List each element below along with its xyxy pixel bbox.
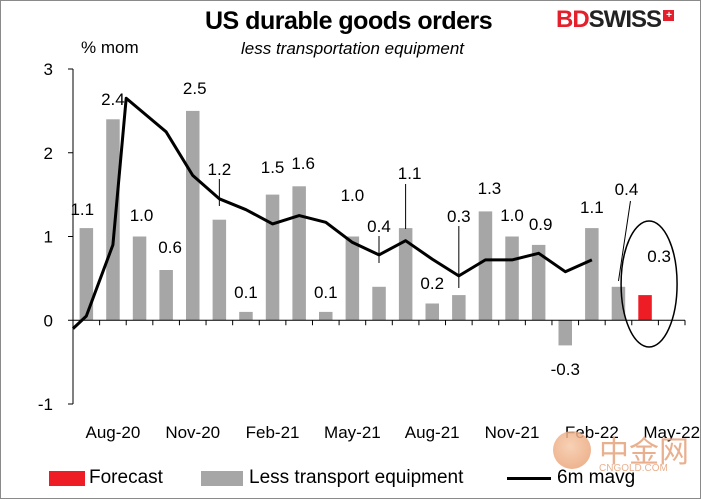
bar-mar-21	[292, 186, 306, 321]
data-label-feb-21: 1.5	[261, 158, 285, 177]
bar-jul-21	[398, 228, 413, 321]
bar-dec-21	[531, 244, 546, 321]
bar-jun-21	[372, 286, 386, 321]
watermark-logo-icon	[553, 431, 591, 469]
leader-line	[617, 200, 631, 282]
bar-nov-20	[186, 110, 200, 321]
bar-dec-20	[212, 219, 227, 321]
data-label-oct-20: 0.6	[158, 238, 182, 257]
data-label-jun-21: 0.4	[367, 217, 391, 236]
x-tick-label: May-22	[643, 423, 700, 442]
bdswiss-logo: BDSWISS +	[556, 6, 675, 34]
data-label-sep-20: 1.0	[130, 206, 154, 225]
data-label-dec-21: 0.9	[529, 215, 553, 234]
chart-title: US durable goods orders	[205, 7, 493, 35]
bar-aug-20	[106, 119, 120, 321]
data-label-dec-20: 1.2	[208, 160, 232, 179]
legend-swatch-forecast	[49, 470, 85, 486]
x-tick-label: Aug-20	[85, 423, 140, 442]
bar-aug-21	[425, 303, 439, 321]
legend: Forecast Less transport equipment 6m mav…	[39, 467, 679, 491]
logo-bd: BD	[556, 6, 590, 33]
data-label-sep-21: 0.3	[447, 207, 471, 226]
x-tick-label: Nov-21	[485, 423, 540, 442]
legend-label-bars: Less transport equipment	[249, 467, 464, 488]
data-label-jul-20: 1.1	[70, 200, 94, 219]
bar-jan-22	[558, 320, 572, 346]
watermark-zh: 中金网	[599, 435, 689, 470]
y-tick-label: 0	[44, 311, 53, 330]
legend-label-line: 6m mavg	[557, 467, 636, 488]
data-label-mar-22: 0.4	[615, 180, 639, 199]
chart-subtitle: less transportation equipment	[241, 39, 465, 58]
bar-feb-22	[585, 228, 599, 321]
bar-sep-20	[132, 236, 147, 321]
legend-swatch-line	[507, 476, 551, 480]
legend-item-forecast: Forecast	[49, 467, 163, 489]
legend-item-bars: Less transport equipment	[201, 467, 463, 489]
forecast-bar-apr-22	[638, 295, 652, 321]
x-tick-label: Aug-21	[405, 423, 460, 442]
data-label-may-21: 1.0	[341, 186, 365, 205]
annotation-layer	[620, 220, 678, 348]
legend-label-forecast: Forecast	[89, 467, 163, 488]
data-label-nov-21: 1.0	[500, 206, 524, 225]
bar-feb-21	[265, 194, 280, 321]
chart-svg: -1 0 1 2 3 Aug-20 Nov-20 Feb-21 May-21 Aug-21 Nov-…	[38, 60, 700, 442]
data-label-jan-22: -0.3	[551, 360, 580, 379]
y-tick-label: -1	[38, 395, 53, 414]
data-label-apr-21: 0.1	[314, 283, 338, 302]
cngold-watermark: 中金网 CNGOLD.COM	[541, 425, 701, 489]
x-tick-label: Nov-20	[165, 423, 220, 442]
legend-item-line: 6m mavg	[507, 467, 635, 489]
data-label-aug-21: 0.2	[420, 274, 444, 293]
bar-sep-21	[452, 295, 466, 321]
bar-apr-21	[319, 311, 333, 321]
y-tick-label: 2	[44, 144, 53, 163]
watermark-en: CNGOLD.COM	[599, 463, 668, 474]
bar-may-21	[345, 236, 360, 321]
bar-nov-21	[505, 236, 519, 321]
bar-mar-22	[611, 286, 626, 321]
data-label-jul-21: 1.1	[398, 164, 422, 183]
data-label-aug-20: 2.4	[101, 90, 125, 109]
bar-jan-21	[239, 311, 253, 321]
x-tick-label: Feb-21	[246, 423, 300, 442]
forecast-label-apr-22: 0.3	[647, 247, 671, 266]
data-label-feb-22: 1.1	[580, 198, 604, 217]
bar-oct-20	[159, 270, 173, 321]
y-tick-label: 1	[44, 228, 53, 247]
logo-swiss: SWISS	[588, 6, 662, 33]
bars-layer	[79, 110, 652, 346]
legend-swatch-bars	[201, 470, 243, 486]
data-labels-layer: 1.12.41.00.62.51.20.11.5 1.60.11.00.41.10…	[70, 79, 670, 379]
data-label-jan-21: 0.1	[234, 283, 258, 302]
data-label-nov-20: 2.5	[183, 79, 207, 98]
line-6m-mavg	[71, 96, 593, 330]
y-axis-unit: % mom	[81, 38, 139, 57]
line-layer	[71, 96, 593, 330]
bar-oct-21	[478, 211, 493, 321]
y-tick-label: 3	[44, 60, 53, 79]
data-label-mar-21: 1.6	[291, 154, 315, 173]
logo-cross-icon: +	[663, 10, 675, 21]
forecast-ellipse	[620, 220, 678, 348]
data-label-oct-21: 1.3	[478, 179, 502, 198]
bar-jul-20	[79, 228, 94, 321]
x-tick-label: May-21	[324, 423, 381, 442]
